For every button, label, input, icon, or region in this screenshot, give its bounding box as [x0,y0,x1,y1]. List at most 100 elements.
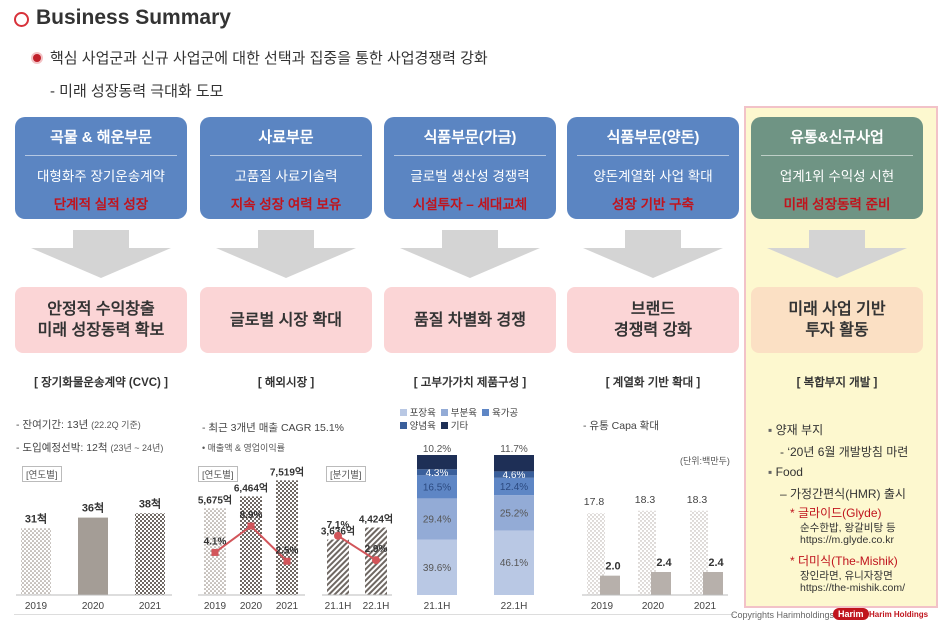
retail-item: ▪ 양재 부지 [768,421,938,443]
retail-item: * 글라이드(Glyde) [768,504,938,520]
retail-text: - ‘20년 6월 개발방침 마련 [780,445,909,459]
result-line: 글로벌 시장 확대 [230,311,342,329]
retail-item: - ‘20년 6월 개발방침 마련 [768,443,938,465]
overseas-margin-label: 4.1% [204,536,227,547]
overseas-revenue-label: 6,464억 [234,482,268,494]
segment-box-feed: 사료부문 고품질 사료기술력 지속 성장 여력 보유 [200,117,372,219]
segment-sub: 업계1위 수익성 시현 [779,169,895,184]
retail-text[interactable]: https://m.glyde.co.kr [800,534,894,546]
cvc-year-label: 2020 [82,601,105,612]
down-arrow-icon [767,230,907,278]
cvc-bar [135,513,165,595]
result-box-grain: 안정적 수익창출 미래 성장동력 확보 [15,287,187,353]
legend-swatch [482,409,490,416]
cvc-bar [78,517,108,595]
section-header-product-mix: [ 고부가가치 제품구성 ] [413,377,527,389]
intro-line-2: - 미래 성장동력 극대화 도모 [50,83,224,100]
section-header-cvc: [ 장기화물운송계약 (CVC) ] [34,377,168,389]
mix-segment-label: 29.4% [423,514,451,525]
section-header-complex: [ 복합부지 개발 ] [796,377,878,389]
overseas-revenue-bar [276,480,298,595]
segment-sub: 대형화주 장기운송계약 [37,169,165,184]
result-line: 브랜드 [630,301,676,318]
retail-list: ▪ 양재 부지 - ‘20년 6월 개발방침 마련 ▪ Food – 가정간편식… [768,421,938,596]
pork-small-bar [651,572,671,595]
mix-segment [494,477,534,496]
mix-segment [417,455,457,470]
section-header-integration: [ 계열화 기반 확대 ] [605,377,701,389]
down-arrow-icon [31,230,171,278]
retail-text: 장인라면, 유니자장면 [800,570,893,582]
pork-small-label: 2.0 [605,561,620,573]
half-margin-label: 7.1% [327,520,350,531]
harim-logo-text: Harim Holdings [869,610,929,619]
pork-note: - 유통 Capa 확대 [583,420,659,432]
result-box-pork: 브랜드 경쟁력 강화 [567,287,739,353]
harim-logo: Harim [833,608,869,620]
overseas-note-2: • 매출액 & 영업이익률 [202,443,285,453]
cvc-note-1-sub: (22.2Q 기준) [91,420,141,430]
cvc-tag: [연도별] [22,466,62,482]
segment-highlight: 미래 성장동력 준비 [783,197,891,212]
mix-segment-label: 39.6% [423,563,451,574]
overseas-margin-point [283,557,291,565]
half-period-label: 21.1H [325,601,352,612]
retail-item: 장인라면, 유니자장면 [768,568,938,582]
overseas-revenue-bar [240,496,262,595]
overseas-year-label: 2019 [204,601,227,612]
segment-box-pork: 식품부문(양돈) 양돈계열화 사업 확대 성장 기반 구축 [567,117,739,219]
mix-segment-label: 25.2% [500,508,528,519]
retail-bullet: ▪ [768,423,773,437]
mix-segment-label: 16.5% [423,482,451,493]
mix-top-label: 11.7% [500,444,528,455]
result-box-feed: 글로벌 시장 확대 [200,287,372,353]
product-mix-legend: 포장육 부분육 육가공 양념육 기타 [400,407,570,433]
result-line: 투자 활동 [805,322,869,339]
intro-line-1: 핵심 사업군과 신규 사업군에 대한 선택과 집중을 통한 사업경쟁력 강화 [50,50,488,67]
overseas-margin-label: 2.5% [276,545,299,556]
cvc-bar-label: 36척 [82,501,104,515]
title-ring-icon [14,12,29,27]
pork-capacity-label: 18.3 [687,494,708,506]
retail-text[interactable]: https://the-mishik.com/ [800,582,906,594]
retail-item: 순수한밥, 왕갈비탕 등 [768,520,938,534]
half-revenue-label: 3,636억 [321,526,355,538]
mix-segment [494,471,534,478]
pork-capacity-bar [587,513,605,595]
retail-text: 순수한밥, 왕갈비탕 등 [800,522,896,534]
page-title: Business Summary [36,6,231,29]
pork-small-bar [600,575,620,595]
retail-link[interactable]: https://m.glyde.co.kr [768,534,938,552]
legend-swatch [441,409,449,416]
down-arrow-icon [216,230,356,278]
overseas-margin-point [211,548,219,556]
retail-link[interactable]: https://the-mishik.com/ [768,582,938,596]
overseas-tag-year: [연도별] [198,466,238,482]
pork-capacity-label: 18.3 [635,494,656,506]
result-line: 안정적 수익창출 [47,301,155,318]
mix-segment [494,495,534,531]
overseas-revenue-label: 5,675억 [198,494,232,506]
result-line: 경쟁력 강화 [613,322,693,339]
segment-title: 식품부문(양돈) [577,126,729,156]
cvc-note-2-text: - 도입예정선박: 12척 [16,442,108,454]
legend-label: 기타 [450,421,469,432]
mix-segment-label: 12.4% [500,482,528,493]
legend-label: 부분육 [450,408,478,419]
segment-title: 사료부문 [210,126,362,156]
bullet-icon [33,54,41,62]
cvc-year-label: 2019 [25,601,48,612]
retail-item: – 가정간편식(HMR) 출시 [768,485,938,504]
result-line: 미래 성장동력 확보 [37,322,165,339]
mix-segment [417,498,457,540]
segment-highlight: 시설투자 – 세대교체 [412,197,528,212]
segment-sub: 고품질 사료기술력 [234,169,338,184]
pork-year-label: 2020 [642,601,665,612]
pork-small-label: 2.4 [656,557,672,569]
half-period-label: 22.1H [363,601,390,612]
segment-title: 곡물 & 해운부문 [25,126,177,156]
half-revenue-bar [327,539,349,595]
mix-segment [417,469,457,476]
cvc-year-label: 2021 [139,601,162,612]
